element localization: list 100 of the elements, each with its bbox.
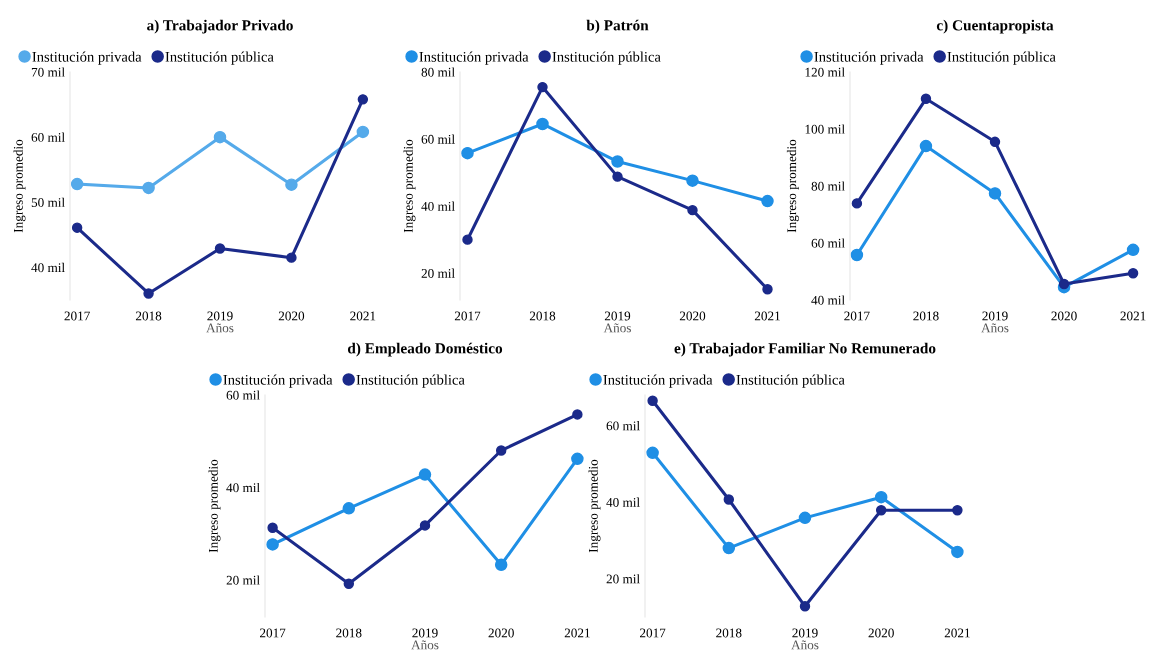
point — [851, 198, 863, 209]
y-tick-label: 60 mil — [31, 132, 65, 142]
chart-title: c) Cuentapropista — [936, 19, 1054, 34]
point — [343, 578, 355, 589]
point — [494, 558, 508, 571]
point — [267, 522, 278, 533]
x-tick-label: 2019 — [604, 311, 631, 321]
chart-title: b) Patrón — [586, 19, 649, 34]
point — [686, 174, 699, 187]
x-tick-label: 2018 — [135, 311, 162, 321]
x-tick-label: 2019 — [207, 311, 233, 321]
x-tick-label: 2017 — [640, 628, 666, 638]
point — [951, 545, 964, 559]
y-axis-title: Ingreso promedio — [403, 139, 416, 233]
x-tick-label: 2021 — [1120, 311, 1146, 321]
x-axis-title: Años — [206, 323, 234, 333]
y-tick-label: 20 mil — [421, 268, 455, 278]
point — [571, 452, 584, 466]
y-tick-label: 40 mil — [811, 295, 845, 305]
x-tick-label: 2020 — [679, 311, 706, 321]
point — [71, 222, 83, 233]
legend-label: Institución privada — [32, 51, 142, 65]
point — [419, 520, 431, 531]
point — [647, 395, 658, 406]
y-axis-title: Ingreso promedio — [13, 139, 26, 233]
legend-label: Institución privada — [603, 374, 713, 388]
y-tick-label: 70 mil — [31, 67, 65, 77]
point — [536, 117, 549, 131]
point — [798, 511, 812, 525]
x-tick-label: 2018 — [716, 628, 742, 638]
point — [1126, 243, 1140, 257]
y-tick-label: 20 mil — [606, 574, 640, 584]
x-tick-label: 2017 — [64, 311, 90, 321]
point — [875, 505, 887, 516]
x-tick-label: 2021 — [944, 628, 970, 638]
x-tick-label: 2017 — [260, 628, 286, 638]
point — [612, 171, 623, 182]
x-axis-title: Años — [981, 323, 1009, 333]
x-tick-label: 2018 — [529, 311, 556, 321]
y-tick-label: 80 mil — [421, 67, 455, 77]
point — [214, 243, 226, 254]
point — [989, 136, 1001, 148]
x-axis-title: Años — [411, 640, 439, 650]
x-tick-label: 2018 — [913, 311, 939, 321]
y-axis-title: Ingreso promedio — [786, 139, 799, 233]
x-tick-label: 2017 — [844, 311, 870, 321]
point — [266, 538, 279, 551]
y-tick-label: 60 mil — [811, 238, 845, 248]
point — [213, 130, 227, 144]
point — [988, 187, 1002, 200]
y-axis-title: Ingreso promedio — [588, 459, 601, 553]
point — [70, 177, 84, 191]
point — [462, 234, 473, 245]
point — [952, 505, 963, 516]
y-tick-label: 40 mil — [421, 201, 455, 211]
point — [142, 181, 155, 195]
point — [919, 139, 933, 153]
point — [850, 248, 864, 262]
x-axis-title: Años — [791, 640, 819, 650]
x-tick-label: 2019 — [412, 628, 438, 638]
point — [1127, 268, 1139, 279]
legend-label: Institución pública — [736, 374, 845, 388]
legend-label: Institución pública — [947, 51, 1056, 65]
point — [722, 541, 736, 555]
point — [143, 288, 154, 299]
y-tick-label: 60 mil — [606, 421, 640, 431]
point — [495, 445, 507, 456]
y-tick-label: 40 mil — [31, 262, 65, 273]
point — [342, 502, 356, 515]
point — [572, 409, 583, 420]
y-tick-label: 60 mil — [421, 134, 455, 144]
y-tick-label: 120 mil — [805, 67, 845, 77]
point — [611, 155, 624, 168]
x-tick-label: 2020 — [868, 628, 894, 638]
y-tick-label: 60 mil — [226, 390, 260, 400]
x-tick-label: 2021 — [754, 311, 780, 321]
chart-title: a) Trabajador Privado — [147, 19, 293, 34]
y-tick-label: 50 mil — [31, 197, 65, 207]
x-tick-label: 2020 — [1051, 311, 1077, 321]
chart-title: e) Trabajador Familiar No Remunerado — [674, 342, 936, 357]
x-tick-label: 2019 — [982, 311, 1008, 321]
point — [723, 494, 735, 505]
point — [461, 146, 474, 160]
y-tick-label: 40 mil — [606, 497, 640, 507]
x-tick-label: 2020 — [278, 311, 305, 321]
x-tick-label: 2021 — [350, 311, 376, 321]
point — [537, 81, 548, 93]
point — [285, 178, 298, 191]
x-tick-label: 2017 — [454, 311, 481, 321]
legend-label: Institución pública — [356, 374, 465, 388]
x-axis-title: Años — [603, 323, 631, 333]
point — [687, 204, 698, 216]
x-tick-label: 2018 — [336, 628, 362, 638]
x-tick-label: 2021 — [564, 628, 590, 638]
point — [356, 125, 370, 139]
x-tick-label: 2020 — [488, 628, 514, 638]
legend-label: Institución privada — [814, 51, 924, 65]
chart-title: d) Empleado Doméstico — [347, 342, 503, 357]
point — [762, 284, 773, 295]
point — [357, 94, 369, 105]
